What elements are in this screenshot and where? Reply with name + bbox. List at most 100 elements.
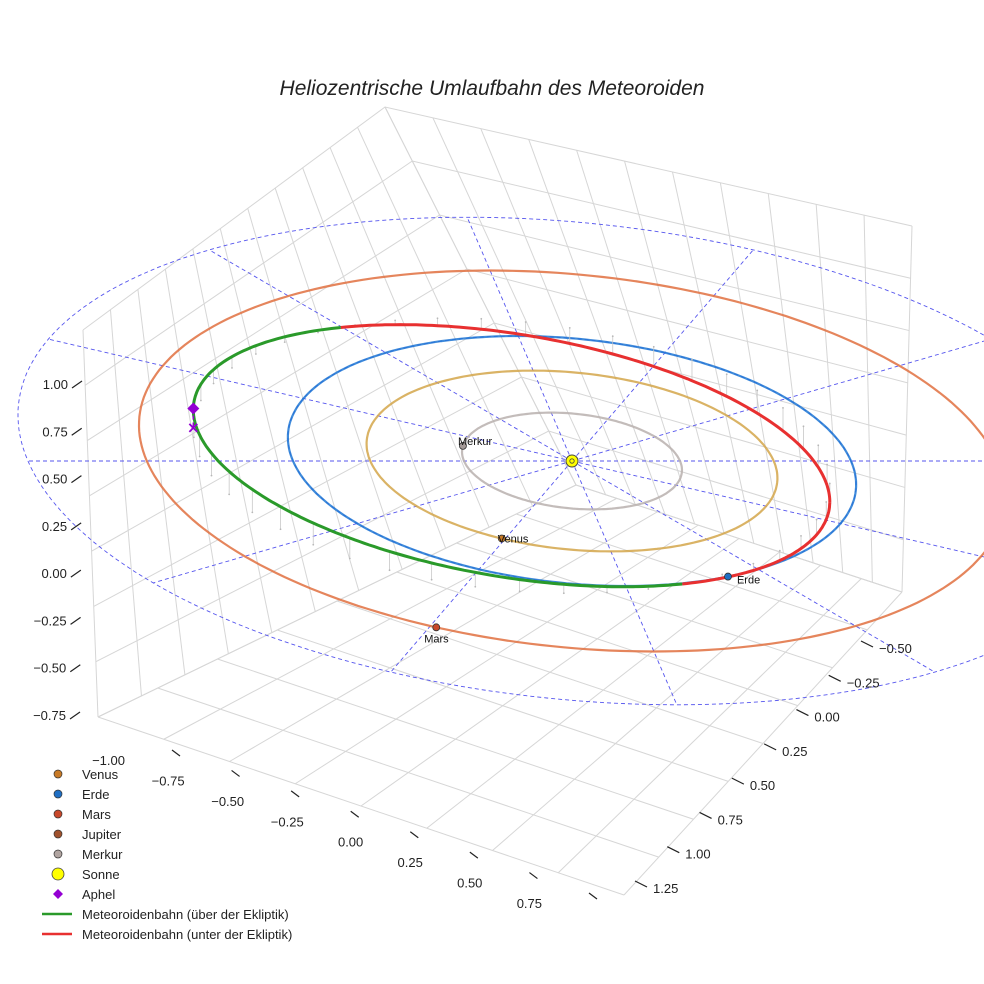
chart-title: Heliozentrische Umlaufbahn des Meteoroid… — [280, 77, 705, 100]
grid-line — [302, 167, 447, 549]
grid-line — [901, 225, 913, 593]
grid-line — [164, 269, 229, 654]
grid-line — [480, 128, 636, 505]
grid-line — [357, 127, 533, 507]
grid-line — [219, 228, 316, 612]
ecliptic-spoke — [208, 249, 573, 462]
y-tick-mark — [731, 777, 745, 785]
y-tick-label: −0.25 — [847, 675, 880, 690]
sun-marker-core — [569, 458, 575, 464]
planet-marker-mars — [432, 623, 441, 632]
grid-line — [137, 289, 186, 675]
planet-marker-erde — [724, 572, 732, 581]
drop-point — [652, 345, 655, 348]
grid-line — [624, 160, 725, 534]
drop-point — [430, 578, 433, 581]
legend-label: Venus — [82, 767, 119, 782]
drop-point — [348, 557, 351, 560]
grid-line — [492, 564, 821, 851]
legend: Venus Erde Mars Jupiter Merkur Sonne Aphel Mete… — [42, 767, 292, 942]
meteoroid-orbit-below — [340, 323, 832, 503]
planet-label-erde: Erde — [737, 575, 760, 587]
x-tick-label: −1.00 — [92, 753, 125, 768]
grid-line — [671, 171, 755, 544]
grid-line — [815, 204, 844, 573]
grid-line — [82, 106, 913, 331]
grid-line — [528, 139, 666, 515]
drop-point — [800, 535, 802, 537]
drop-point — [752, 562, 755, 565]
y-tick-mark — [667, 846, 680, 854]
grid-line — [719, 182, 784, 554]
z-tick-label: 0.50 — [42, 472, 67, 487]
legend-label: Merkur — [82, 847, 123, 862]
z-tick-mark — [71, 427, 83, 436]
drop-point — [312, 543, 315, 546]
legend-label: Jupiter — [82, 827, 122, 842]
z-tick-mark — [69, 711, 81, 720]
y-tick-mark — [763, 743, 777, 751]
legend-label: Aphel — [82, 887, 115, 902]
grid — [82, 106, 913, 896]
x-tick-label: 0.75 — [517, 896, 542, 911]
ecliptic-reference-lines — [17, 216, 984, 706]
ecliptic-spoke — [153, 460, 573, 584]
drop-point — [611, 335, 614, 338]
legend-marker — [53, 849, 63, 859]
z-tick-label: 0.00 — [42, 566, 67, 581]
planet-label-mars: Mars — [424, 633, 449, 645]
legend-marker — [53, 889, 63, 899]
x-tick-label: −0.50 — [211, 794, 244, 809]
legend-label: Meteoroidenbahn (unter der Ekliptik) — [82, 927, 292, 942]
grid-line — [89, 268, 908, 497]
drop-point — [815, 518, 818, 521]
axis-ticks: 1.00 0.75 0.50 0.25 0.00 −0.25 −0.50 −0.75 −1.00… — [33, 377, 912, 911]
drop-point — [480, 317, 483, 320]
drop-point — [283, 341, 286, 344]
y-tick-mark — [828, 674, 841, 682]
drop-point — [394, 319, 397, 322]
legend-marker — [53, 809, 63, 819]
drop-point — [518, 590, 521, 593]
grid-line — [95, 430, 904, 663]
ecliptic-spoke — [466, 217, 573, 462]
z-tick-label: −0.25 — [34, 613, 67, 628]
y-tick-label: 1.00 — [685, 847, 710, 862]
x-tick-label: 0.50 — [457, 876, 482, 891]
planet-label-venus: Venus — [498, 534, 529, 546]
grid-line — [863, 215, 873, 583]
z-tick-label: 1.00 — [43, 377, 68, 392]
y-tick-label: 0.00 — [814, 710, 839, 725]
sun-marker — [565, 454, 579, 468]
grid-line — [274, 187, 403, 570]
x-tick-mark — [350, 810, 360, 818]
legend-marker — [53, 829, 63, 839]
grid-line — [456, 542, 833, 669]
x-tick-mark — [409, 831, 419, 839]
x-tick-mark — [469, 851, 479, 859]
grid-line — [84, 160, 911, 386]
x-tick-label: 0.25 — [398, 855, 423, 870]
grid-line — [97, 484, 903, 718]
grid-line — [192, 248, 273, 633]
legend-label: Meteoroidenbahn (über der Ekliptik) — [82, 907, 289, 922]
grid-line — [329, 147, 490, 528]
y-tick-mark — [796, 709, 809, 717]
x-tick-mark — [231, 769, 240, 777]
y-tick-label: −0.50 — [879, 641, 912, 656]
drop-point — [725, 373, 728, 376]
z-tick-mark — [71, 475, 82, 484]
drop-point — [436, 317, 439, 320]
drop-point — [474, 585, 477, 588]
ecliptic-spoke — [390, 460, 573, 673]
x-tick-mark — [529, 872, 538, 880]
ecliptic-spoke — [571, 340, 984, 462]
aphel-marker — [187, 402, 200, 415]
grid-line — [575, 484, 903, 593]
drop-point — [782, 407, 784, 409]
drop-point — [802, 425, 805, 428]
orbit-merkur — [460, 411, 684, 511]
y-tick-label: 0.75 — [718, 812, 743, 827]
drop-point — [228, 493, 231, 496]
